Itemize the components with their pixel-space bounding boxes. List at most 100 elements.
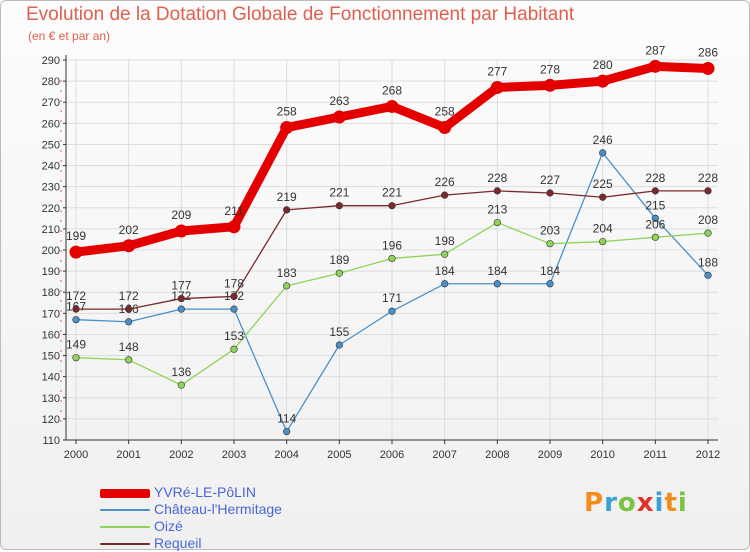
data-label: 153	[224, 329, 244, 343]
data-label: 155	[329, 325, 349, 339]
y-tick-label: 280	[42, 76, 60, 88]
data-label: 228	[487, 171, 507, 185]
data-label: 136	[171, 365, 191, 379]
data-point	[72, 305, 80, 313]
data-label: 148	[119, 340, 139, 354]
data-label: 263	[329, 94, 349, 108]
data-label: 221	[382, 186, 402, 200]
legend-label: YVRé-LE-PôLIN	[154, 484, 256, 500]
data-label: 209	[171, 208, 191, 222]
logo-letter: x	[636, 488, 655, 518]
data-point	[546, 280, 554, 288]
data-point	[283, 427, 291, 436]
legend-label: Château-l'Hermitage	[154, 501, 282, 517]
data-point	[388, 202, 396, 210]
data-point	[599, 237, 607, 246]
x-tick-label: 2002	[169, 449, 193, 461]
data-label: 149	[66, 338, 86, 352]
data-label: 228	[698, 171, 718, 185]
legend-swatch	[100, 509, 150, 511]
data-point	[280, 121, 294, 135]
data-label: 226	[435, 175, 455, 189]
data-point	[546, 240, 554, 248]
logo-letter: i	[654, 488, 665, 518]
logo-letter: i	[677, 488, 688, 518]
x-tick-label: 2001	[116, 449, 140, 461]
data-label: 177	[171, 279, 191, 293]
data-label: 211	[224, 204, 243, 218]
x-tick-label: 2007	[432, 449, 456, 461]
data-label: 189	[329, 253, 349, 267]
data-label: 203	[540, 224, 560, 238]
data-point	[701, 61, 715, 75]
data-point	[388, 254, 396, 263]
data-label: 199	[66, 229, 86, 243]
legend-swatch	[100, 526, 150, 528]
data-point	[704, 271, 712, 279]
data-point	[546, 189, 554, 197]
logo-letter: o	[617, 488, 637, 518]
data-label: 178	[224, 276, 244, 290]
logo-letter: t	[664, 488, 678, 518]
data-point	[493, 187, 501, 195]
x-tick-label: 2003	[222, 449, 246, 461]
y-tick-label: 110	[42, 435, 60, 447]
data-point	[441, 280, 449, 288]
y-tick-label: 170	[42, 308, 60, 320]
data-label: 225	[593, 177, 613, 191]
data-point	[441, 191, 449, 199]
y-tick-label: 250	[42, 139, 60, 151]
data-label: 184	[487, 264, 507, 278]
data-point	[335, 269, 343, 277]
data-label: 286	[698, 45, 718, 59]
data-point	[122, 239, 136, 253]
x-tick-label: 2006	[380, 449, 404, 461]
y-tick-label: 220	[42, 203, 60, 215]
data-label: 202	[119, 223, 139, 237]
x-tick-label: 2010	[590, 449, 614, 461]
legend-label: Requeil	[154, 535, 202, 551]
data-point	[438, 121, 452, 135]
data-label: 171	[382, 291, 402, 305]
data-point	[230, 292, 238, 301]
data-point	[335, 202, 343, 210]
data-point	[125, 356, 133, 364]
legend-label: Oizé	[154, 518, 183, 534]
y-tick-label: 160	[42, 329, 60, 341]
data-label: 172	[66, 289, 86, 303]
data-point	[72, 316, 80, 324]
data-point	[125, 318, 133, 326]
data-label: 287	[645, 43, 665, 57]
data-label: 184	[540, 264, 560, 278]
data-label: 213	[487, 203, 507, 217]
data-point	[385, 99, 399, 113]
data-label: 268	[382, 83, 402, 97]
data-label: 172	[119, 289, 139, 303]
y-tick-label: 230	[42, 182, 60, 194]
data-point	[490, 80, 504, 94]
data-label: 196	[382, 238, 402, 252]
data-point	[230, 345, 238, 353]
y-tick-label: 240	[42, 161, 60, 173]
data-point	[177, 305, 185, 313]
y-tick-label: 130	[42, 393, 60, 405]
data-label: 188	[698, 255, 718, 269]
data-point	[704, 229, 712, 237]
data-point	[227, 220, 241, 234]
data-label: 206	[645, 217, 665, 231]
data-label: 215	[645, 198, 665, 212]
data-label: 227	[540, 173, 560, 187]
data-point	[72, 354, 80, 362]
data-point	[599, 193, 607, 201]
x-tick-label: 2012	[696, 449, 720, 461]
y-tick-label: 190	[42, 266, 60, 278]
x-tick-label: 2008	[485, 449, 509, 461]
data-label: 280	[593, 58, 613, 72]
y-tick-label: 270	[42, 97, 60, 109]
data-point	[332, 110, 346, 124]
data-label: 184	[435, 264, 455, 278]
data-label: 277	[487, 64, 507, 78]
data-point	[388, 307, 396, 315]
data-label: 278	[540, 62, 560, 76]
data-point	[493, 280, 501, 288]
